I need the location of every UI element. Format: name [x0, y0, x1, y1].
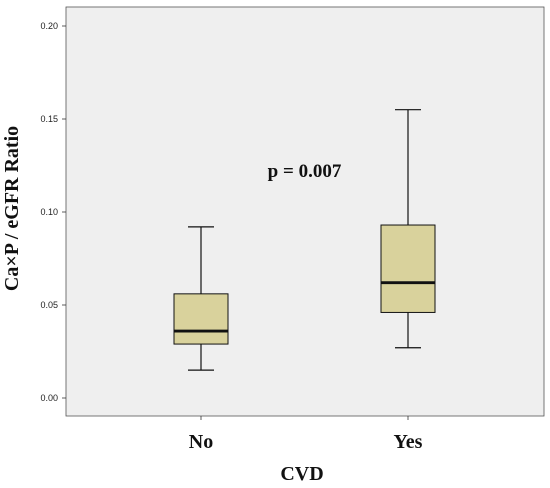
- x-tick-label: Yes: [394, 431, 423, 453]
- iqr-box: [173, 293, 229, 345]
- iqr-box: [380, 224, 436, 313]
- x-tick-label: No: [189, 431, 213, 453]
- x-axis-title: CVD: [280, 463, 323, 485]
- y-tick-label: 0.00: [40, 393, 58, 403]
- y-tick-label: 0.15: [40, 114, 58, 124]
- box-yes: [380, 109, 436, 349]
- box-series: [173, 109, 436, 371]
- y-axis: 0.00 0.05 0.10 0.15 0.20: [40, 21, 66, 403]
- y-tick-label: 0.05: [40, 300, 58, 310]
- plot-area: [65, 6, 545, 417]
- y-tick-label: 0.20: [40, 21, 58, 31]
- y-axis-title: Ca×P / eGFR Ratio: [1, 126, 23, 291]
- x-axis: No Yes: [189, 416, 423, 453]
- box-no: [173, 226, 229, 371]
- y-tick-label: 0.10: [40, 207, 58, 217]
- p-value-annotation: p = 0.007: [268, 161, 342, 182]
